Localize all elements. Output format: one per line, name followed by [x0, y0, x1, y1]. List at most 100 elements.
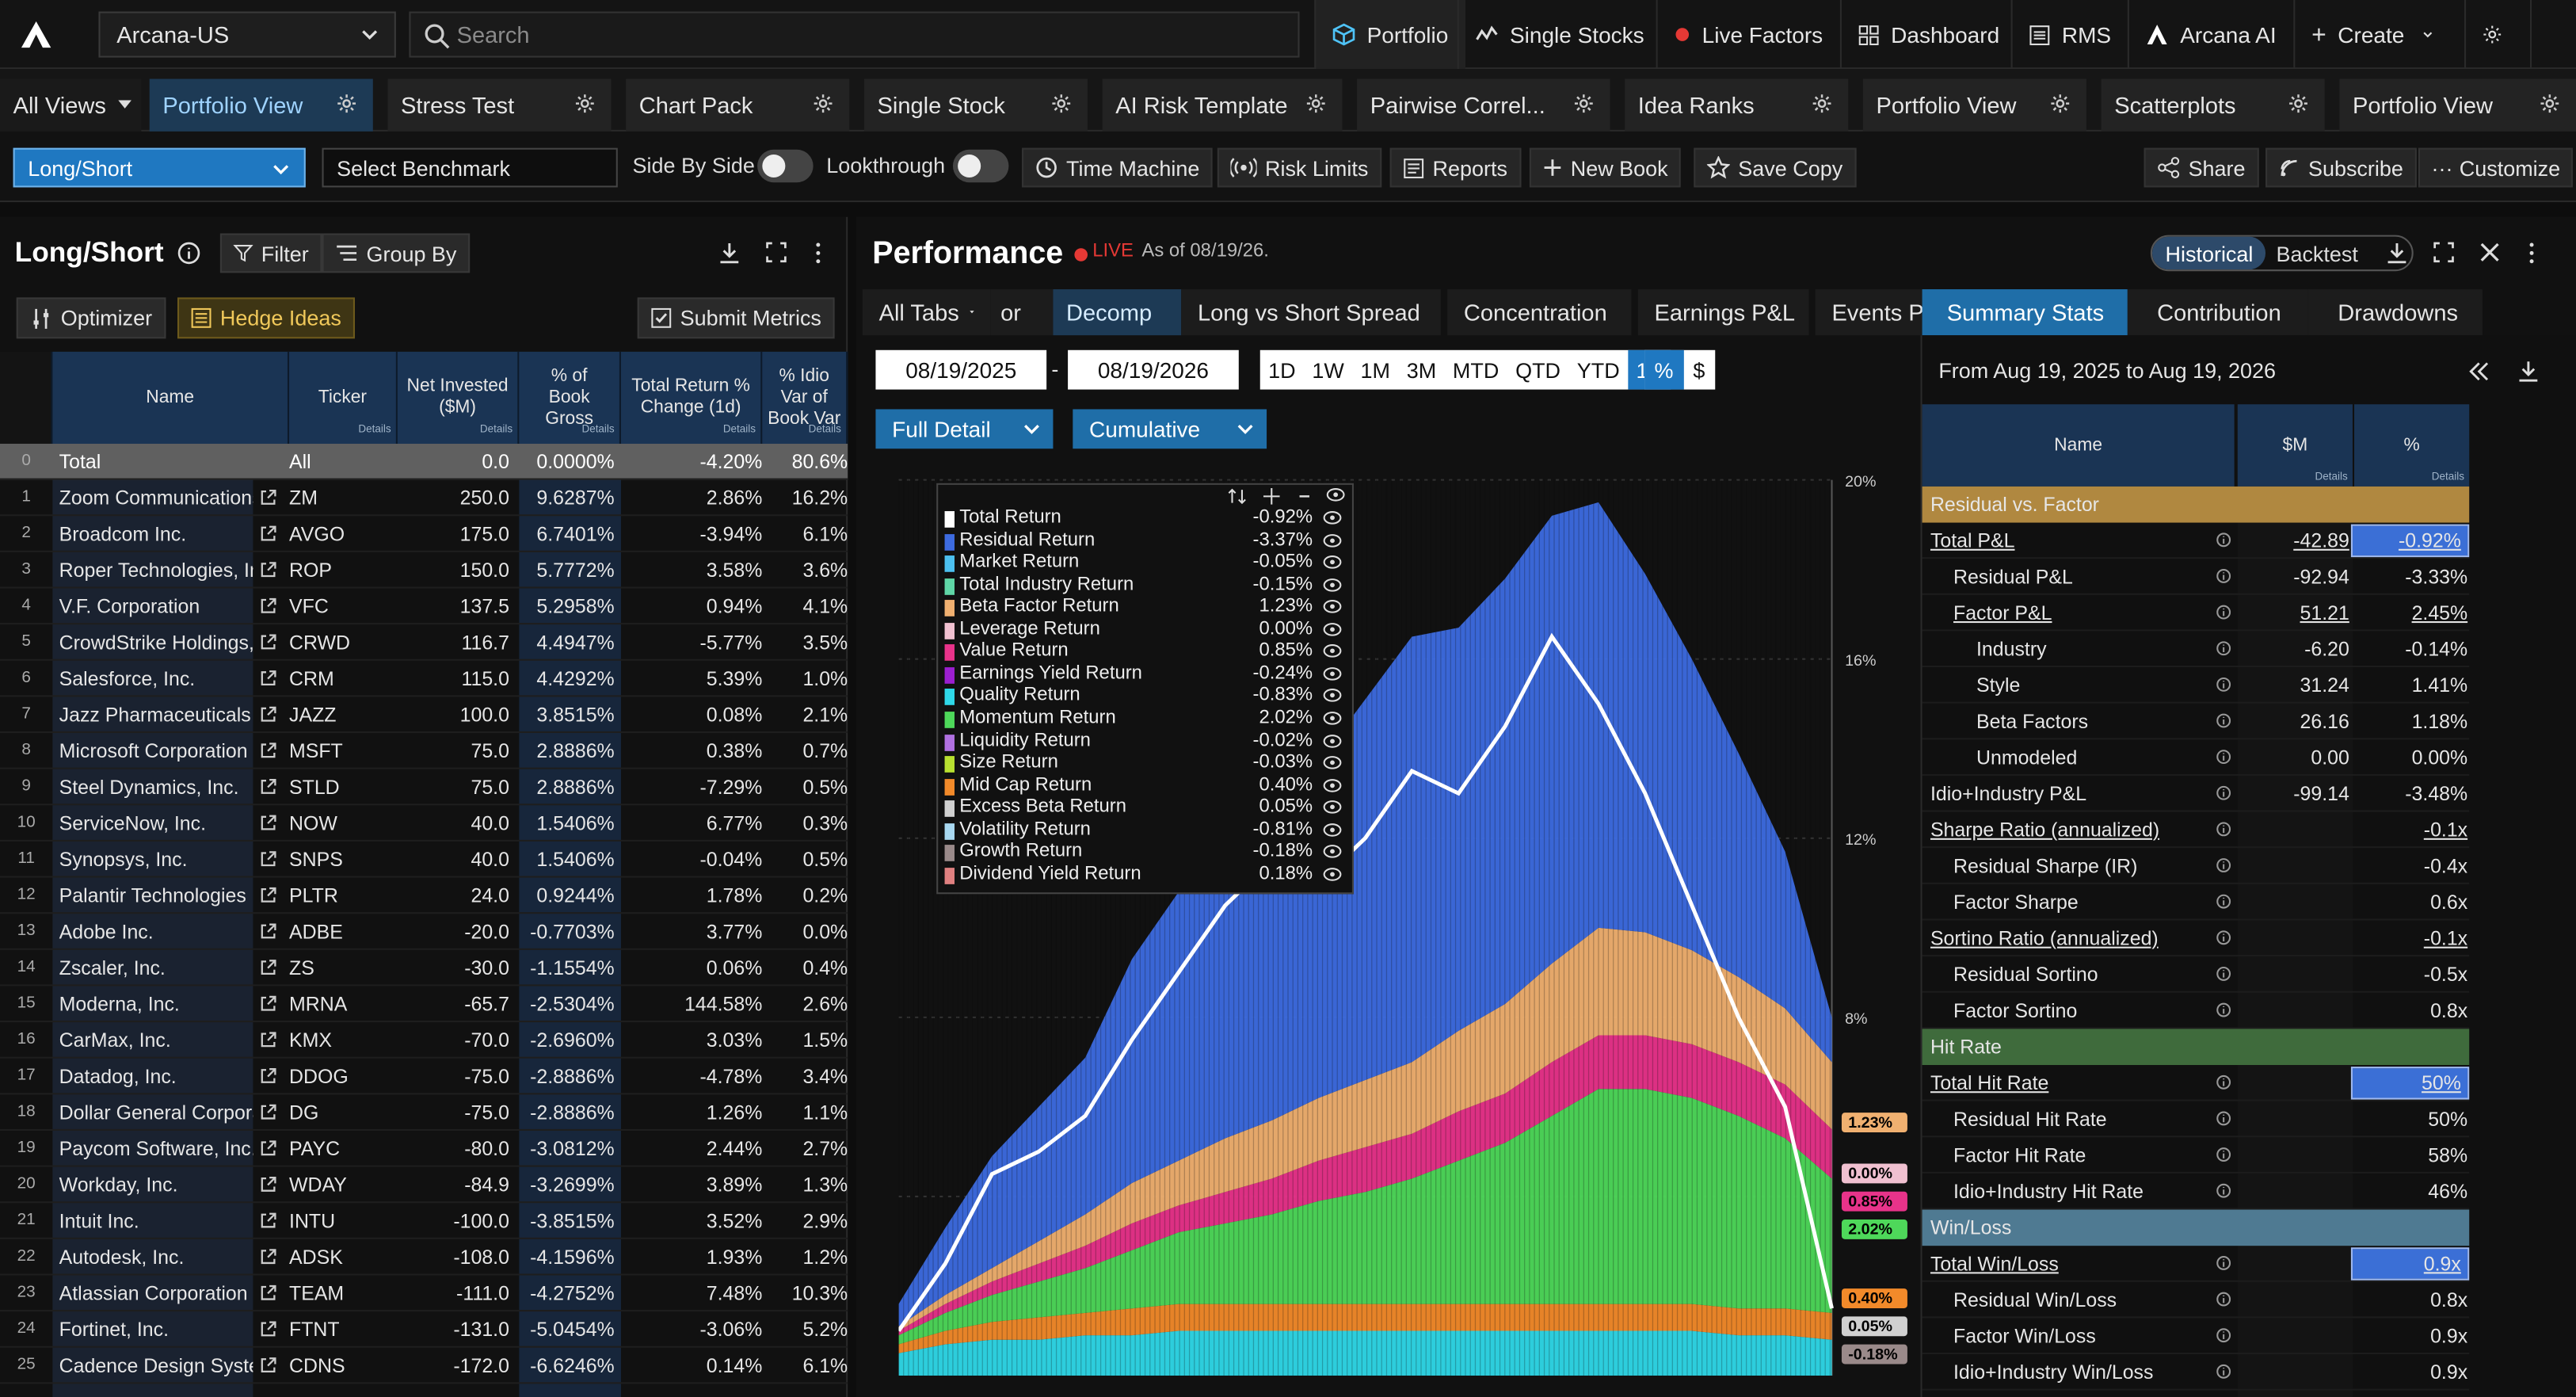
- info-icon[interactable]: [2216, 677, 2231, 693]
- gear-icon[interactable]: [2540, 94, 2559, 113]
- info-icon[interactable]: [2216, 785, 2231, 800]
- gear-icon[interactable]: [814, 94, 833, 113]
- external-link-icon[interactable]: [260, 1284, 278, 1302]
- column-header-idio-var[interactable]: % Idio Var of Book Var Details: [762, 351, 848, 445]
- table-row[interactable]: 4 V.F. Corporation VFC 137.5 5.2958% 0.94% 4.1…: [0, 589, 848, 625]
- info-icon[interactable]: [177, 242, 200, 265]
- external-link-icon[interactable]: [260, 1247, 278, 1265]
- table-row[interactable]: 19 Paycom Software, Inc. PAYC -80.0 -3.0812%…: [0, 1131, 848, 1167]
- table-row[interactable]: 25 Cadence Design Systems CDNS -172.0 -6.624…: [0, 1348, 848, 1384]
- info-icon[interactable]: [2216, 1074, 2231, 1090]
- table-row[interactable]: 21 Intuit Inc. INTU -100.0 -3.8515% 3.52% 2.9%: [0, 1203, 848, 1239]
- tab-drawdowns[interactable]: Drawdowns: [2307, 289, 2483, 336]
- legend-item[interactable]: Total Return -0.92%: [944, 508, 1349, 530]
- table-row[interactable]: 1 Zoom Communications ZM 250.0 9.6287% 2.86% 1…: [0, 480, 848, 517]
- risk-limits-button[interactable]: Risk Limits: [1217, 147, 1381, 188]
- external-link-icon[interactable]: [260, 994, 278, 1013]
- table-row[interactable]: 24 Fortinet, Inc. FTNT -131.0 -5.0454% -3.06%…: [0, 1311, 848, 1348]
- column-header-ticker[interactable]: Ticker Details: [289, 351, 398, 445]
- more-vertical-icon[interactable]: [815, 242, 821, 265]
- period-mtd[interactable]: MTD: [1452, 357, 1499, 383]
- legend-item[interactable]: Earnings Yield Return -0.24%: [944, 664, 1349, 686]
- nav-rms[interactable]: RMS: [2010, 0, 2128, 70]
- eye-icon[interactable]: [1323, 799, 1343, 815]
- legend-item[interactable]: Growth Return -0.18%: [944, 842, 1349, 864]
- date-from-input[interactable]: 08/19/2025: [875, 349, 1047, 390]
- summary-row[interactable]: Factor Sharpe 0.6x: [1922, 884, 2470, 921]
- external-link-icon[interactable]: [260, 1320, 278, 1338]
- tab-events[interactable]: Events P: [1815, 289, 1924, 336]
- nav-single-stocks[interactable]: Single Stocks: [1457, 0, 1661, 70]
- view-tab-1[interactable]: Portfolio View: [149, 78, 373, 132]
- mode-select[interactable]: Cumulative: [1073, 409, 1267, 449]
- info-icon[interactable]: [2216, 532, 2231, 548]
- info-icon[interactable]: [2216, 930, 2231, 945]
- table-row[interactable]: 18 Dollar General Corporation DG -75.0 -2.88…: [0, 1094, 848, 1131]
- legend-item[interactable]: Market Return -0.05%: [944, 552, 1349, 574]
- external-link-icon[interactable]: [260, 1103, 278, 1121]
- summary-row[interactable]: Residual Sortino -0.5x: [1922, 956, 2470, 993]
- eye-icon[interactable]: [1323, 754, 1343, 771]
- table-row[interactable]: 13 Adobe Inc. ADBE -20.0 -0.7703% 3.77% 0.0%: [0, 914, 848, 950]
- summary-row[interactable]: Residual Sharpe (IR) -0.4x: [1922, 848, 2470, 884]
- view-tab-10[interactable]: Portfolio View: [2339, 78, 2576, 132]
- time-machine-button[interactable]: Time Machine: [1022, 147, 1213, 188]
- optimizer-button[interactable]: Optimizer: [16, 297, 166, 339]
- eye-icon[interactable]: [1323, 732, 1343, 749]
- tab-truncated[interactable]: or: [990, 289, 1054, 336]
- eye-icon[interactable]: [1323, 710, 1343, 727]
- info-icon[interactable]: [2216, 1111, 2231, 1126]
- historical-backtest-switch[interactable]: Historical Backtest: [2150, 235, 2414, 272]
- info-icon[interactable]: [2216, 605, 2231, 620]
- external-link-icon[interactable]: [260, 597, 278, 615]
- eye-icon[interactable]: [1323, 576, 1343, 593]
- sort-icon[interactable]: [1227, 488, 1247, 505]
- tab-decomp[interactable]: Decomp: [1053, 289, 1182, 336]
- summary-row[interactable]: Total P&L -42.89 -0.92%: [1922, 523, 2470, 559]
- summary-row[interactable]: Factor P&L 51.21 2.45%: [1922, 595, 2470, 632]
- summary-row[interactable]: Factor Win/Loss 0.9x: [1922, 1318, 2470, 1355]
- summary-row[interactable]: Total Win/Loss 0.9x: [1922, 1246, 2470, 1282]
- all-tabs-dropdown[interactable]: All Tabs: [862, 289, 991, 336]
- period-1d[interactable]: 1D: [1268, 357, 1296, 383]
- gear-icon[interactable]: [1812, 94, 1832, 113]
- period-qtd[interactable]: QTD: [1515, 357, 1561, 383]
- legend-item[interactable]: Liquidity Return -0.02%: [944, 731, 1349, 753]
- unit-dollar[interactable]: $: [1693, 357, 1705, 383]
- filter-button[interactable]: Filter: [219, 233, 322, 273]
- table-row[interactable]: 11 Synopsys, Inc. SNPS 40.0 1.5406% -0.04% 0.5…: [0, 842, 848, 878]
- tab-long-vs-short-spread[interactable]: Long vs Short Spread: [1181, 289, 1441, 336]
- table-row[interactable]: 12 Palantir Technologies PLTR 24.0 0.9244% 1.…: [0, 878, 848, 914]
- download-icon[interactable]: [2517, 360, 2540, 383]
- external-link-icon[interactable]: [260, 1067, 278, 1085]
- summary-row[interactable]: Total Hit Rate 50%: [1922, 1065, 2470, 1101]
- column-header-name[interactable]: Name: [52, 351, 290, 445]
- view-tab-3[interactable]: Chart Pack: [626, 78, 850, 132]
- summary-row[interactable]: Idio+Industry Win/Loss 0.9x: [1922, 1354, 2470, 1391]
- benchmark-select[interactable]: Select Benchmark: [322, 147, 618, 188]
- more-menu-button[interactable]: [2529, 0, 2576, 70]
- collapse-icon[interactable]: [1296, 488, 1313, 505]
- eye-icon[interactable]: [1323, 643, 1343, 660]
- external-link-icon[interactable]: [260, 1139, 278, 1157]
- view-tab-7[interactable]: Idea Ranks: [1625, 78, 1849, 132]
- eye-icon[interactable]: [1323, 532, 1343, 548]
- external-link-icon[interactable]: [260, 488, 278, 506]
- new-book-button[interactable]: New Book: [1529, 147, 1682, 188]
- summary-header-name[interactable]: Name: [1922, 404, 2235, 487]
- column-header-net-invested[interactable]: Net Invested ($M) Details: [397, 351, 520, 445]
- summary-row[interactable]: Idio+Industry Hit Rate 46%: [1922, 1174, 2470, 1210]
- eye-icon[interactable]: [1323, 666, 1343, 682]
- column-header-total-return[interactable]: Total Return % Change (1d) Details: [620, 351, 763, 445]
- info-icon[interactable]: [2216, 569, 2231, 584]
- external-link-icon[interactable]: [260, 922, 278, 941]
- legend-item[interactable]: Mid Cap Return 0.40%: [944, 775, 1349, 797]
- expand-icon[interactable]: [765, 242, 787, 263]
- detail-select[interactable]: Full Detail: [875, 409, 1054, 449]
- view-tab-9[interactable]: Scatterplots: [2101, 78, 2325, 132]
- external-link-icon[interactable]: [260, 1212, 278, 1230]
- summary-row[interactable]: Unmodeled 0.00 0.00%: [1922, 739, 2470, 776]
- summary-row[interactable]: Residual Hit Rate 50%: [1922, 1101, 2470, 1138]
- eye-icon[interactable]: [1323, 844, 1343, 861]
- summary-row[interactable]: Sortino Ratio (annualized) -0.1x: [1922, 920, 2470, 957]
